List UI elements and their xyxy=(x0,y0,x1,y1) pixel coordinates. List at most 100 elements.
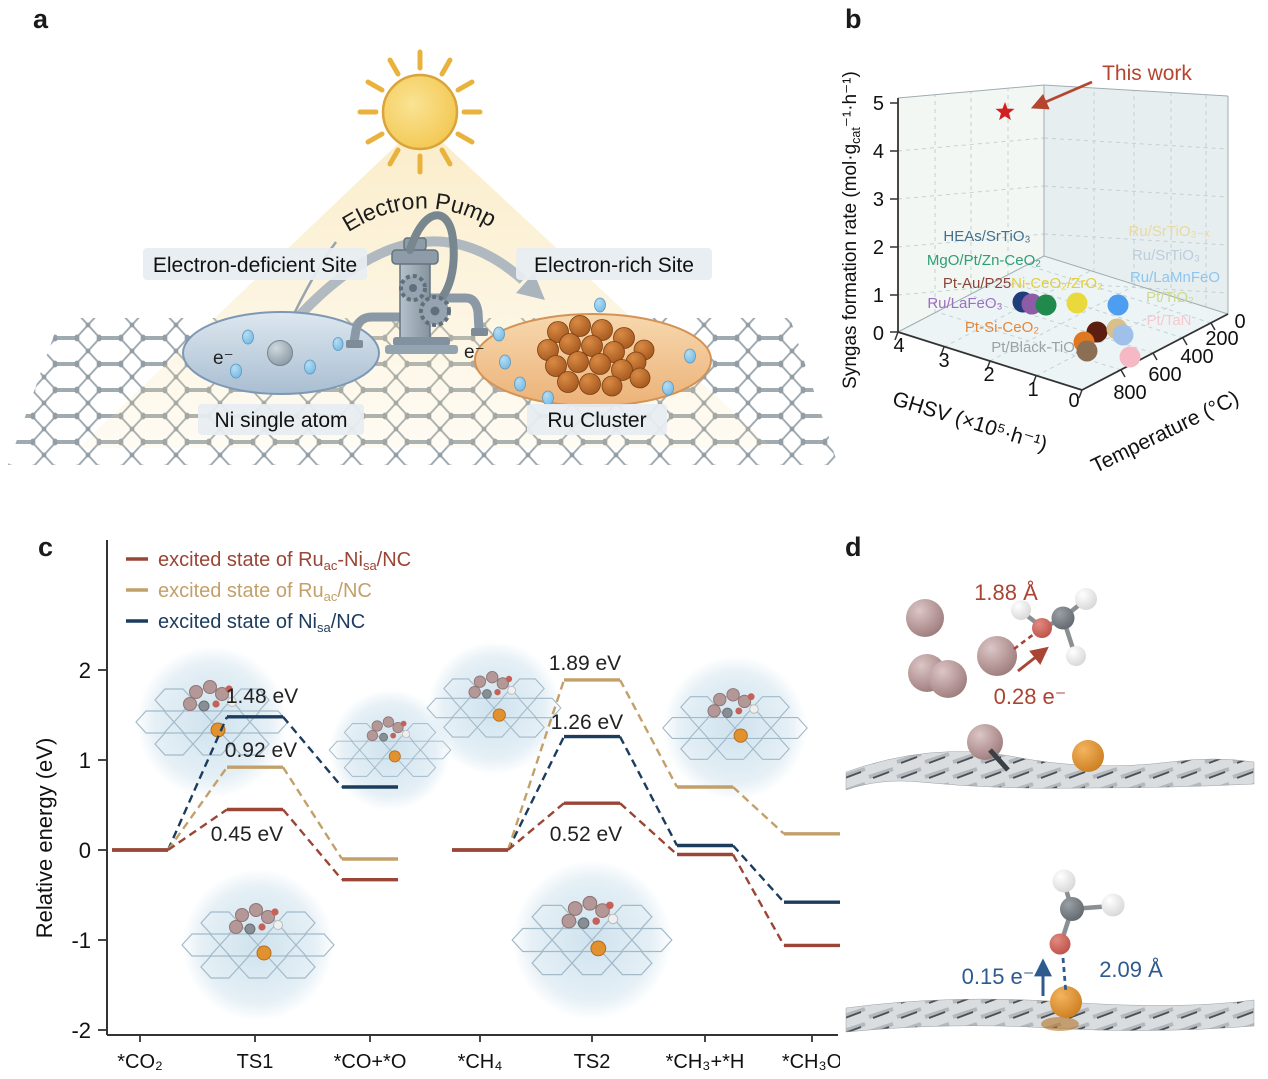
axes xyxy=(106,540,838,1036)
inset-ch4 xyxy=(426,640,562,776)
ghsv-tick: 1 xyxy=(1027,379,1038,401)
z-title-sub: cat xyxy=(849,127,863,144)
panel-d-structures: 1.88 Å 0.28 e⁻ 0.15 e⁻ 2.09 Å xyxy=(845,580,1255,1033)
legend-0-pre: excited state of Ru xyxy=(158,549,324,571)
electrons-left xyxy=(230,329,344,379)
pump-icon xyxy=(346,211,488,354)
legend-item: excited state of Nisa/NC xyxy=(158,611,365,635)
charge-transfer-arrow-top xyxy=(1017,646,1049,673)
ru-cluster xyxy=(537,315,655,397)
x-tick-labels: *CO₂ TS1 *CO+*O *CH₄ TS2 *CH₃+*H *CH₃O xyxy=(117,1051,840,1073)
temp-tick: 400 xyxy=(1180,346,1213,368)
catalyst-label: Pt-Au/P25 xyxy=(943,275,1011,292)
energy-connector xyxy=(166,716,229,851)
electrons-right xyxy=(493,297,696,406)
oxygen-atom xyxy=(1049,933,1071,955)
ghsv-tick: 3 xyxy=(938,350,949,372)
slab-bond xyxy=(988,748,1010,772)
this-work-star xyxy=(995,102,1015,121)
energy-connector xyxy=(282,808,343,881)
z-axis-title: Syngas formation rate (mol·gcat⁻¹·h⁻¹) xyxy=(840,71,863,389)
this-work-arrow xyxy=(1030,80,1093,110)
panel-a-schematic: e⁻ xyxy=(8,49,838,465)
energy-connector xyxy=(618,736,679,847)
barrier-labels: 1.48 eV 0.92 eV 0.45 eV 1.89 eV 1.26 eV … xyxy=(211,652,623,846)
inset-ch3 xyxy=(662,655,808,801)
inset-co2-adsorbed xyxy=(135,645,289,799)
hydrogen-atom xyxy=(1052,869,1076,893)
electron-symbol-right: e⁻ xyxy=(464,342,485,363)
barrier-label-ts2-ru: 1.89 eV xyxy=(549,652,621,675)
energy-connector xyxy=(732,786,785,835)
hydrogen-atom xyxy=(1075,588,1097,610)
energy-connector xyxy=(506,679,566,851)
z-tick: 2 xyxy=(873,237,884,259)
panel-c-chart: 2 1 0 -1 -2 Relative energy (eV) *CO₂ TS… xyxy=(32,540,840,1073)
catalyst-label: HEAs/SrTiO₃ xyxy=(943,228,1030,245)
charge-label-top: 0.28 e⁻ xyxy=(994,684,1067,709)
charge-label-bottom: 0.15 e⁻ xyxy=(962,964,1035,989)
temp-tick: 800 xyxy=(1113,382,1146,404)
barrier-label-ts1-ni: 1.48 eV xyxy=(226,685,298,708)
ru-caption-text: Ru Cluster xyxy=(547,409,646,432)
energy-connector xyxy=(282,716,343,788)
electron-rich-site: e⁻ xyxy=(464,297,712,407)
y-tick: 0 xyxy=(79,838,91,863)
catalyst-labels: HEAs/SrTiO₃ MgO/Pt/Zn-CeO₂ Pt-Au/P25 Ni-… xyxy=(927,223,1220,356)
oxygen-atom xyxy=(1032,618,1052,638)
hydrogen-atom xyxy=(1011,600,1031,620)
inset-ts2 xyxy=(511,859,673,1021)
z-tick: 3 xyxy=(873,189,884,211)
temp-tick: 600 xyxy=(1148,364,1181,386)
graphene-slab-bottom xyxy=(845,998,1255,1033)
z-title-post: ⁻¹·h⁻¹) xyxy=(840,71,861,127)
legend-0-sub2: sa xyxy=(363,558,378,573)
ni-caption: Ni single atom xyxy=(198,404,364,435)
energy-levels xyxy=(112,678,840,948)
x-tick: *CH₃+*H xyxy=(666,1051,745,1073)
z-tick: 4 xyxy=(873,141,884,163)
data-point xyxy=(1076,340,1098,362)
catalyst-label: Pt/TaN xyxy=(1146,312,1191,329)
x-tick: *CO+*O xyxy=(334,1051,407,1073)
barrier-label-ts1-runi: 0.45 eV xyxy=(211,823,283,846)
barrier-label-ts2-runi: 0.52 eV xyxy=(550,823,622,846)
sun-icon xyxy=(357,49,483,175)
panel-a-letter: a xyxy=(33,4,49,34)
ghsv-tick: 0 xyxy=(1068,390,1079,412)
panel-c-letter: c xyxy=(38,532,54,562)
y-tick: 1 xyxy=(79,748,91,773)
energy-connector xyxy=(167,808,228,851)
structure-top-ru-cluster: 1.88 Å 0.28 e⁻ xyxy=(845,580,1255,791)
z-tick: 5 xyxy=(873,93,884,115)
hydrogen-atom xyxy=(1101,893,1125,917)
data-point xyxy=(1066,292,1088,314)
ghsv-tick: 4 xyxy=(893,335,904,357)
catalyst-label: Ru/LaMnFeO xyxy=(1130,269,1220,286)
methanol-molecule xyxy=(1011,588,1097,666)
inset-co-o xyxy=(181,868,335,1022)
energy-connector xyxy=(732,844,785,904)
temp-tick: 0 xyxy=(1234,311,1245,333)
y-tick: 2 xyxy=(79,658,91,683)
x-tick: *CH₃O xyxy=(782,1051,840,1073)
carbon-atom xyxy=(1060,897,1084,921)
ru-o-dashed-bond xyxy=(1013,632,1035,651)
y-axis-title: Relative energy (eV) xyxy=(32,738,57,939)
ni-atom-in-slab-top xyxy=(1072,740,1104,772)
y-tick: -2 xyxy=(71,1018,91,1043)
ni-o-dashed-bond xyxy=(1061,957,1068,995)
carbon-atom xyxy=(1051,606,1075,630)
x-tick: *CO₂ xyxy=(117,1051,163,1073)
energy-connector xyxy=(167,766,228,851)
legend-item: excited state of Ruac/NC xyxy=(158,580,372,604)
electron-symbol-left: e⁻ xyxy=(213,348,234,369)
legend-0-sub1: ac xyxy=(324,558,338,573)
right-site-label-text: Electron-rich Site xyxy=(534,254,694,277)
z-tick: 0 xyxy=(873,323,884,345)
ni-shadow xyxy=(1041,1017,1079,1031)
energy-connector xyxy=(731,853,786,946)
ghsv-tick: 2 xyxy=(983,364,994,386)
y-tick-labels: 2 1 0 -1 -2 xyxy=(71,658,91,1043)
